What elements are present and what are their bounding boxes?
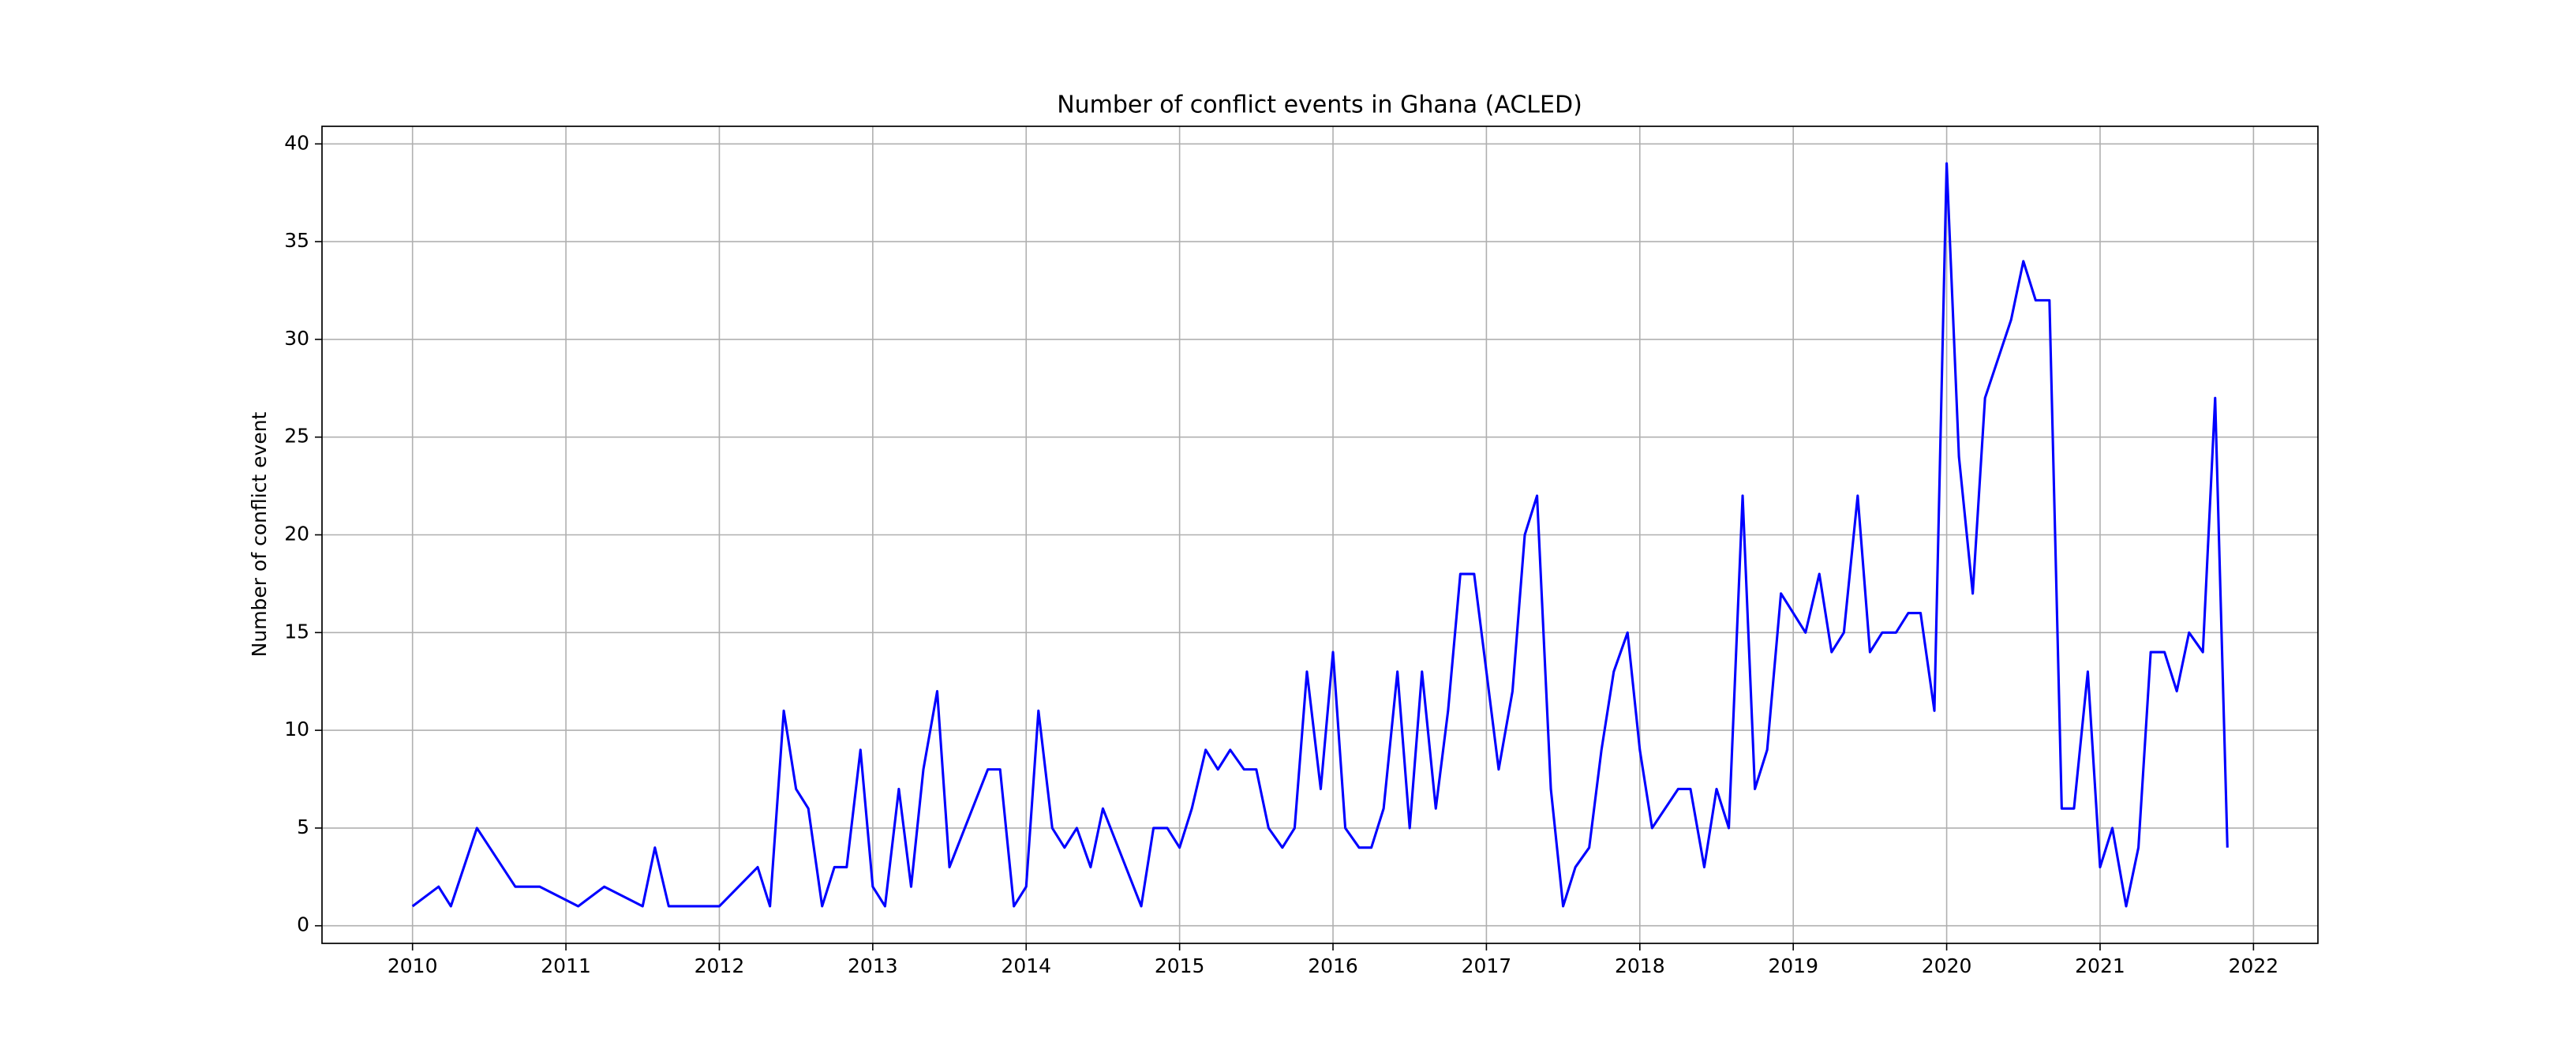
y-axis-label: Number of conflict event xyxy=(248,411,271,657)
y-tick-label: 40 xyxy=(284,131,309,154)
x-tick-label: 2014 xyxy=(1001,954,1051,977)
x-tick-label: 2011 xyxy=(541,954,591,977)
x-tick-label: 2019 xyxy=(1768,954,1818,977)
x-tick-label: 2018 xyxy=(1615,954,1665,977)
x-tick-label: 2016 xyxy=(1308,954,1358,977)
chart-title: Number of conflict events in Ghana (ACLE… xyxy=(1057,92,1582,119)
plot-frame xyxy=(321,126,2319,944)
x-tick-label: 2022 xyxy=(2229,954,2279,977)
x-tick-label: 2020 xyxy=(1922,954,1972,977)
x-tick-label: 2021 xyxy=(2075,954,2125,977)
x-tick-label: 2013 xyxy=(848,954,898,977)
y-tick-label: 15 xyxy=(284,620,309,643)
y-tick-label: 30 xyxy=(284,327,309,350)
y-tick-label: 0 xyxy=(297,913,309,936)
y-tick-label: 20 xyxy=(284,523,309,545)
y-tick-label: 25 xyxy=(284,425,309,448)
x-tick-label: 2012 xyxy=(695,954,745,977)
y-tick-label: 5 xyxy=(297,815,309,838)
y-tick-label: 35 xyxy=(284,229,309,252)
data-line xyxy=(411,162,2229,908)
x-tick-label: 2015 xyxy=(1155,954,1205,977)
x-tick-label: 2010 xyxy=(388,954,438,977)
x-tick-label: 2017 xyxy=(1462,954,1512,977)
y-tick-label: 10 xyxy=(284,718,309,740)
